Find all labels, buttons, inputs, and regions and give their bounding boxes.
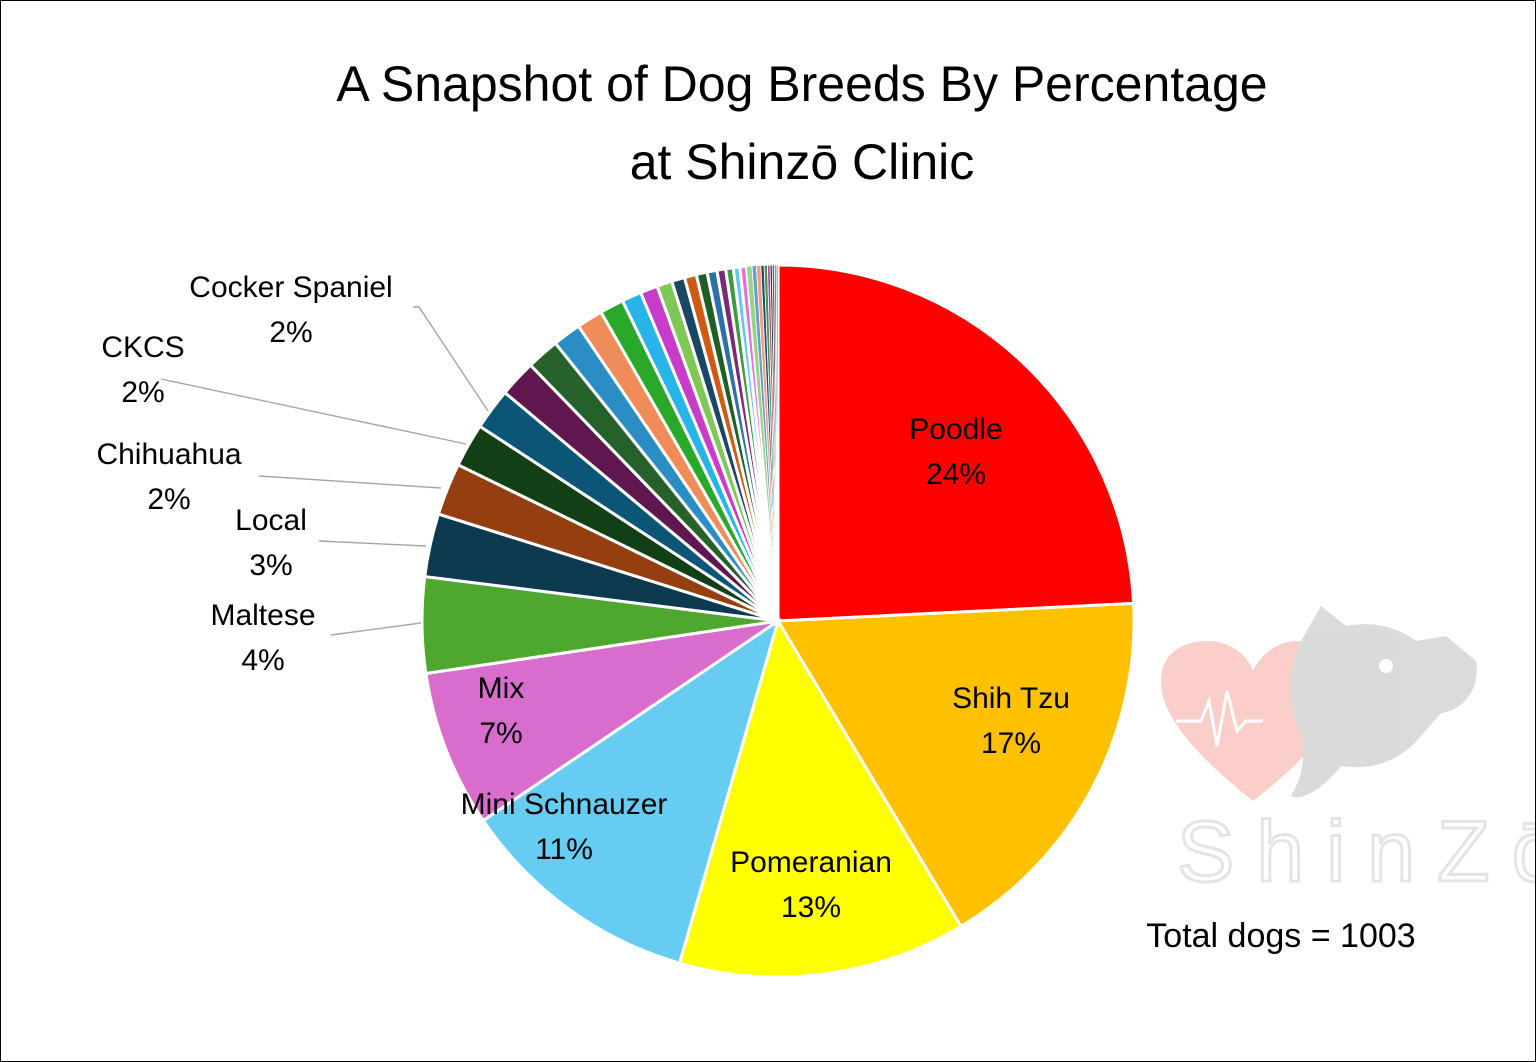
- slice-percent-cocker-spaniel: 2%: [269, 316, 312, 349]
- slice-name-ckcs: CKCS: [101, 331, 184, 364]
- pie-slices: [420, 263, 1136, 979]
- leader-line-maltese: [330, 622, 422, 636]
- chart-title-line-1: A Snapshot of Dog Breeds By Percentage: [336, 56, 1267, 112]
- slice-name-local: Local: [235, 504, 307, 537]
- leader-lines: [160, 306, 489, 636]
- slice-percent-mix: 7%: [479, 717, 522, 750]
- slice-name-pomeranian: Pomeranian: [730, 846, 892, 879]
- shinzo-logo-watermark: ShinZō: [1161, 606, 1535, 902]
- dog-head-icon: [1290, 606, 1477, 798]
- dog-eye-icon: [1379, 659, 1393, 673]
- leader-line-local: [318, 540, 427, 547]
- pie-slice-35: [775, 264, 779, 622]
- slice-name-cocker-spaniel: Cocker Spaniel: [189, 271, 392, 304]
- slice-name-mix: Mix: [478, 672, 525, 705]
- pie-slice-pomeranian: [677, 617, 963, 979]
- leader-line-cocker-spaniel: [413, 306, 489, 412]
- slice-percent-poodle: 24%: [926, 458, 986, 491]
- pie-slice-poodle: [776, 263, 1136, 623]
- slice-percent-chihuahua: 2%: [147, 483, 190, 516]
- slice-percent-maltese: 4%: [241, 644, 284, 677]
- slice-labels: Poodle 24% Shih Tzu 17% Pomeranian 13% Mini Sc…: [96, 271, 1069, 924]
- slice-percent-shih-tzu: 17%: [981, 727, 1041, 760]
- slice-percent-pomeranian: 13%: [781, 891, 841, 924]
- watermark-text: ShinZō: [1177, 804, 1535, 900]
- slice-percent-mini-schnauzer: 11%: [535, 833, 593, 866]
- chart-title-line-2: at Shinzō Clinic: [630, 134, 975, 190]
- heartbeat-line-icon: [1176, 690, 1263, 747]
- slice-name-shih-tzu: Shih Tzu: [952, 682, 1070, 715]
- pie-slice-mix: [424, 619, 779, 823]
- total-dogs-annotation: Total dogs = 1003: [1146, 917, 1415, 955]
- slice-name-poodle: Poodle: [909, 413, 1002, 446]
- leader-line-chihuahua: [258, 475, 442, 489]
- pie-slice-shih-tzu: [775, 601, 1136, 929]
- slice-name-chihuahua: Chihuahua: [96, 438, 241, 471]
- slice-name-mini-schnauzer: Mini Schnauzer: [461, 788, 668, 821]
- slice-percent-ckcs: 2%: [121, 376, 164, 409]
- slice-name-maltese: Maltese: [210, 599, 315, 632]
- pie-slice-mini-schnauzer: [481, 617, 781, 965]
- leader-line-ckcs: [160, 378, 467, 445]
- slice-percent-local: 3%: [249, 549, 292, 582]
